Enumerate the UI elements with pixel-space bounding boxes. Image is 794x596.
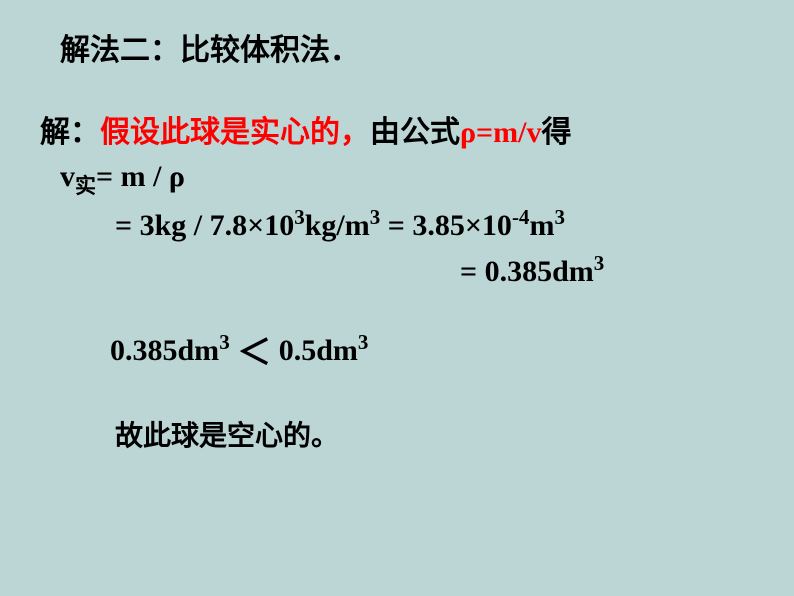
- exp-5: 3: [594, 251, 605, 275]
- compare-right: 0.5dm: [271, 334, 358, 367]
- exp-3: -4: [512, 205, 530, 229]
- formula-intro: 由公式: [370, 116, 460, 149]
- exp-6: 3: [219, 330, 230, 354]
- less-than-symbol: ＜: [237, 340, 271, 367]
- compare-left: 0.385dm: [110, 334, 219, 367]
- derive-text: 得: [541, 116, 571, 149]
- spacer: [230, 334, 238, 367]
- exp-7: 3: [358, 330, 369, 354]
- result-dm: = 0.385dm: [460, 255, 594, 288]
- volume-formula: = m / ρ: [96, 160, 185, 193]
- method-title: 解法二：比较体积法．: [60, 30, 754, 72]
- density-formula: ρ=m/v: [460, 116, 541, 149]
- solution-line-2: v实= m / ρ: [60, 156, 754, 201]
- assumption-text: 假设此球是实心的，: [100, 116, 370, 149]
- exp-4: 3: [554, 205, 565, 229]
- volume-var: v: [60, 160, 75, 193]
- solution-line-1: 解：假设此球是实心的，由公式ρ=m/v得: [40, 112, 754, 154]
- calc-part-a: = 3kg / 7.8×10: [115, 209, 294, 242]
- solution-line-4: = 0.385dm3: [460, 249, 754, 293]
- exp-2: 3: [370, 205, 381, 229]
- title-text: 解法二：比较体积法．: [60, 34, 360, 67]
- calc-part-b: kg/m: [305, 209, 370, 242]
- calc-part-c: = 3.85×10: [380, 209, 512, 242]
- calc-part-d: m: [529, 209, 554, 242]
- slide-content: 解法二：比较体积法． 解：假设此球是实心的，由公式ρ=m/v得 v实= m / …: [0, 0, 794, 487]
- conclusion-line: 故此球是空心的。: [115, 417, 754, 456]
- solution-prefix: 解：: [40, 116, 100, 149]
- solution-line-3: = 3kg / 7.8×103kg/m3 = 3.85×10-4m3: [115, 203, 754, 247]
- exp-1: 3: [294, 205, 305, 229]
- conclusion-text: 故此球是空心的。: [115, 421, 339, 452]
- volume-subscript: 实: [75, 174, 96, 198]
- comparison-line: 0.385dm3 ＜ 0.5dm3: [110, 328, 754, 372]
